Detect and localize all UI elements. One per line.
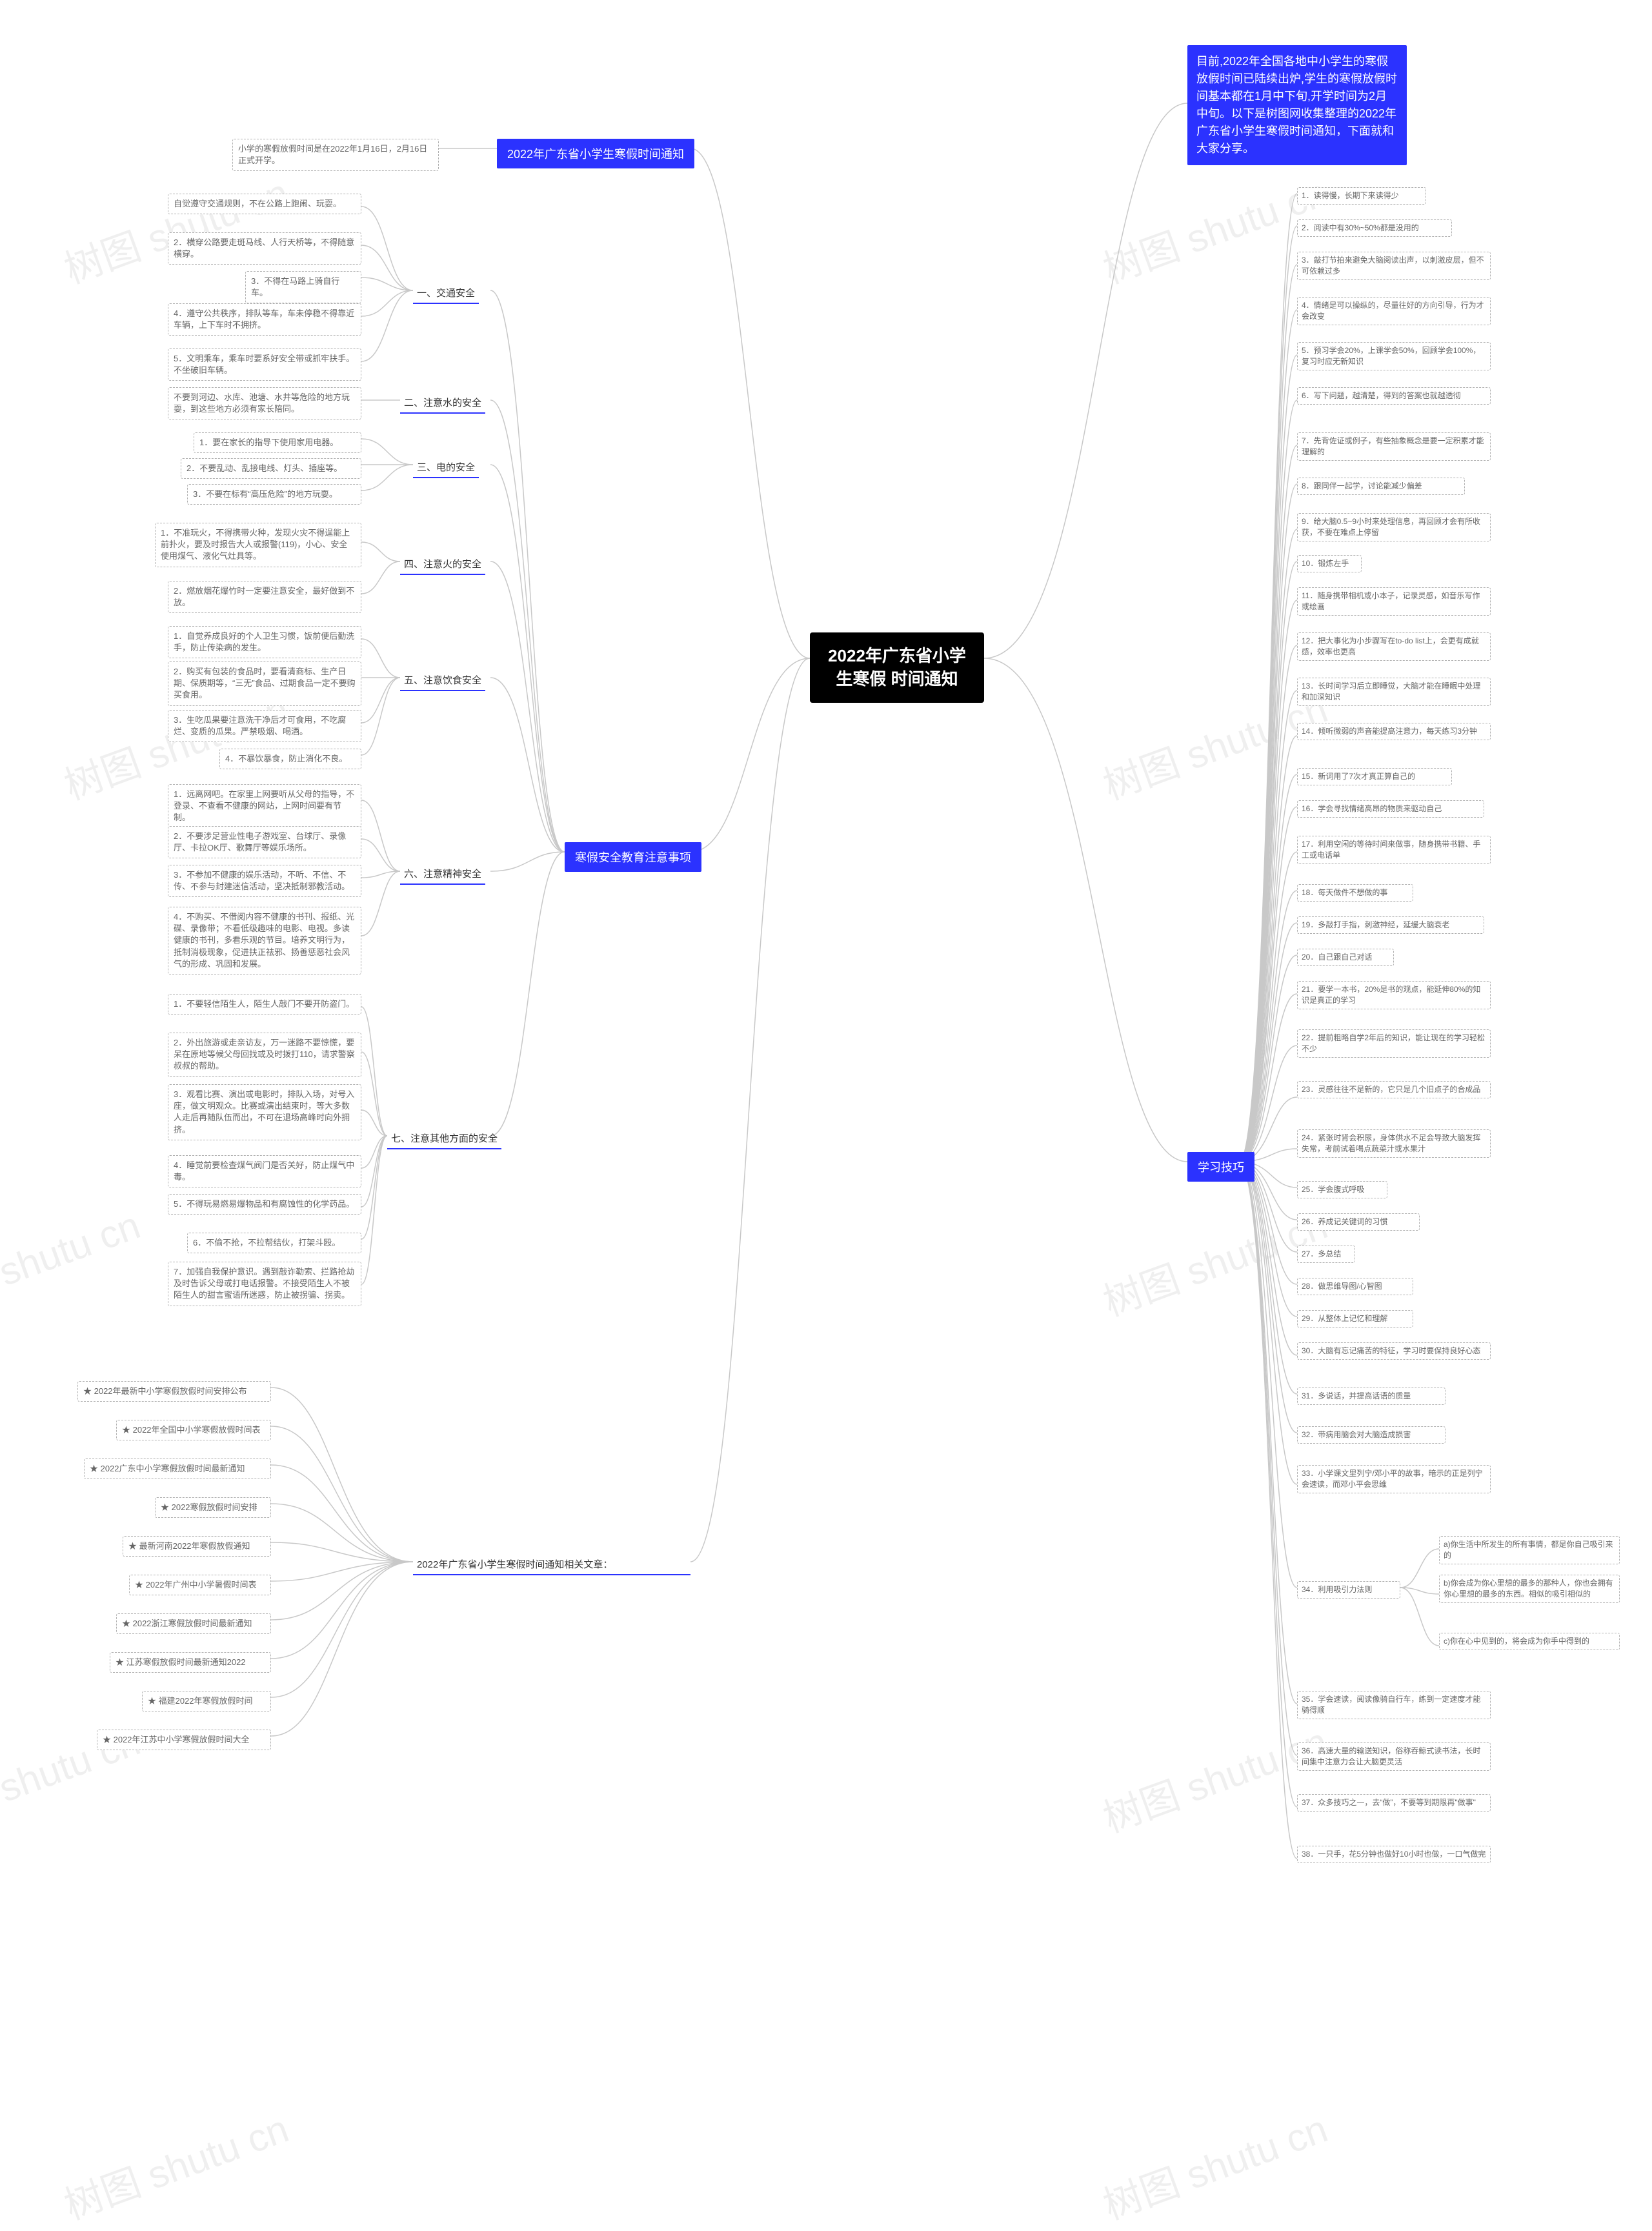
safety-7-leaf-1: 1．不要轻信陌生人，陌生人敲门不要开防盗门。 [168, 994, 361, 1015]
safety-sub-5: 五、注意饮食安全 [400, 671, 485, 691]
safety-7-leaf-2: 2．外出旅游或走亲访友，万一迷路不要惊慌，要呆在原地等候父母回找或及时拨打110… [168, 1033, 361, 1077]
safety-sub-4: 四、注意火的安全 [400, 555, 485, 575]
tip-29: 29．从整体上记忆和理解 [1297, 1310, 1413, 1327]
related-7: ★ 2022浙江寒假放假时间最新通知 [116, 1613, 271, 1634]
related-2: ★ 2022年全国中小学寒假放假时间表 [116, 1420, 271, 1440]
safety-5-leaf-1: 1．自觉养成良好的个人卫生习惯，饭前便后勤洗手，防止传染病的发生。 [168, 626, 361, 658]
tip-27: 27．多总结 [1297, 1246, 1355, 1263]
safety-3-leaf-1: 1．要在家长的指导下使用家用电器。 [194, 432, 361, 453]
safety-5-leaf-3: 3．生吃瓜果要注意洗干净后才可食用，不吃腐烂、变质的瓜果。严禁吸烟、喝酒。 [168, 710, 361, 742]
safety-sub-2: 二、注意水的安全 [400, 394, 485, 414]
safety-7-leaf-6: 6．不偷不抢，不拉帮结伙，打架斗殴。 [187, 1233, 361, 1253]
watermark: 树图 shutu cn [1094, 1710, 1334, 1843]
safety-2-leaf-1: 不要到河边、水库、池塘、水井等危险的地方玩耍，到这些地方必须有家长陪同。 [168, 387, 361, 419]
safety-6-leaf-4: 4．不购买、不借阅内容不健康的书刊、报纸、光碟、录像带；不看低级趣味的电影、电视… [168, 907, 361, 974]
tip-23: 23．灵感往往不是新的，它只是几个旧点子的合成品 [1297, 1081, 1491, 1098]
tip-30: 30．大脑有忘记痛苦的特征，学习时要保持良好心态 [1297, 1342, 1491, 1360]
tip-21: 21．要学一本书，20%是书的观点，能延伸80%的知识是真正的学习 [1297, 981, 1491, 1009]
branch-time: 2022年广东省小学生寒假时间通知 [497, 139, 694, 168]
safety-1-leaf-4: 4．遵守公共秩序，排队等车，车未停稳不得靠近车辆，上下车时不拥挤。 [168, 303, 361, 336]
safety-1-leaf-5: 5．文明乘车，乘车时要系好安全带或抓牢扶手。不坐破旧车辆。 [168, 348, 361, 381]
safety-6-leaf-3: 3．不参加不健康的娱乐活动，不听、不信、不传、不参与封建迷信活动，坚决抵制邪教活… [168, 865, 361, 897]
tip-24: 24．紧张时肾会积尿，身体供水不足会导致大脑发挥失常，考前试着喝点蔬菜汁或水果汁 [1297, 1129, 1491, 1158]
tip-25: 25．学会腹式呼吸 [1297, 1181, 1387, 1198]
tip-9: 9．给大脑0.5~9小时来处理信息，再回顾才会有所收获，不要在难点上停留 [1297, 513, 1491, 541]
tip-22: 22．提前粗略自学2年后的知识，能让现在的学习轻松不少 [1297, 1029, 1491, 1058]
tip-15: 15．新词用了7次才真正算自己的 [1297, 768, 1452, 785]
time-leaf: 小学的寒假放假时间是在2022年1月16日，2月16日正式开学。 [232, 139, 439, 171]
tip-19: 19．多敲打手指，刺激神经，延缓大脑衰老 [1297, 916, 1484, 934]
safety-sub-7: 七、注意其他方面的安全 [387, 1129, 501, 1149]
safety-3-leaf-2: 2．不要乱动、乱接电线、灯头、插座等。 [181, 458, 361, 479]
tip-13: 13．长时间学习后立即睡觉，大脑才能在睡眠中处理和加深知识 [1297, 678, 1491, 706]
related-5: ★ 最新河南2022年寒假放假通知 [123, 1536, 271, 1557]
safety-6-leaf-2: 2．不要涉足营业性电子游戏室、台球厅、录像厅、卡拉OK厅、歌舞厅等娱乐场所。 [168, 826, 361, 858]
tip-36: 36．高速大量的输送知识，俗称吞鲸式读书法，长时间集中注意力会让大脑更灵活 [1297, 1742, 1491, 1771]
tip-6: 6．写下问题，越清楚，得到的答案也就越透彻 [1297, 387, 1491, 405]
tip-4: 4．情绪是可以操纵的，尽量往好的方向引导，行为才会改变 [1297, 297, 1491, 325]
watermark: 树图 shutu cn [0, 1194, 146, 1327]
safety-5-leaf-2: 2．购买有包装的食品时，要看清商标、生产日期、保质期等，“三无”食品、过期食品一… [168, 661, 361, 706]
safety-6-leaf-1: 1．远离网吧。在家里上网要听从父母的指导，不登录、不查看不健康的网站，上网时间要… [168, 784, 361, 829]
tip-10: 10．锻炼左手 [1297, 555, 1362, 572]
tip-8: 8．跟同伴一起学，讨论能减少偏差 [1297, 478, 1465, 495]
safety-5-leaf-4: 4．不暴饮暴食，防止消化不良。 [219, 749, 361, 769]
watermark: 树图 shutu cn [1094, 2097, 1334, 2230]
safety-4-leaf-2: 2．燃放烟花爆竹时一定要注意安全，最好做到不放。 [168, 581, 361, 613]
tip-12: 12．把大事化为小步骤写在to-do list上，会更有成就感，效率也更高 [1297, 632, 1491, 661]
related-6: ★ 2022年广州中小学暑假时间表 [129, 1575, 271, 1595]
branch-related: 2022年广东省小学生寒假时间通知相关文章： [413, 1555, 690, 1575]
intro-node: 目前,2022年全国各地中小学生的寒假放假时间已陆续出炉,学生的寒假放假时间基本… [1187, 45, 1407, 165]
tip-16: 16．学会寻找情绪高昂的物质来驱动自己 [1297, 800, 1484, 818]
tip-2: 2．阅读中有30%~50%都是没用的 [1297, 219, 1452, 237]
tip-26: 26．养成记关键词的习惯 [1297, 1213, 1420, 1231]
related-8: ★ 江苏寒假放假时间最新通知2022 [110, 1652, 271, 1673]
tip-17: 17．利用空闲的等待时间来做事，随身携带书籍、手工或电话单 [1297, 836, 1491, 864]
tip-37: 37．众多技巧之一，去“做”，不要等到期限再"做事" [1297, 1794, 1491, 1812]
related-10: ★ 2022年江苏中小学寒假放假时间大全 [97, 1730, 271, 1750]
tip-35: 35．学会速读，阅读像骑自行车，练到一定速度才能骑得顺 [1297, 1691, 1491, 1719]
safety-sub-6: 六、注意精神安全 [400, 865, 485, 885]
related-1: ★ 2022年最新中小学寒假放假时间安排公布 [77, 1381, 271, 1402]
tip-34c: c)你在心中见到的，将会成为你手中得到的 [1439, 1633, 1620, 1650]
tip-33: 33．小学课文里列宁/邓小平的故事，暗示的正是列宁会速读，而邓小平会思维 [1297, 1465, 1491, 1493]
safety-7-leaf-5: 5．不得玩易燃易爆物品和有腐蚀性的化学药品。 [168, 1194, 361, 1215]
tip-32: 32．带病用脑会对大脑造成损害 [1297, 1426, 1446, 1444]
related-9: ★ 福建2022年寒假放假时间 [142, 1691, 271, 1711]
related-3: ★ 2022广东中小学寒假放假时间最新通知 [84, 1459, 271, 1479]
tip-3: 3．敲打节拍来避免大脑阅读出声，以刺激皮层，但不可依赖过多 [1297, 252, 1491, 280]
safety-1-leaf-3: 3．不得在马路上骑自行车。 [245, 271, 361, 303]
safety-7-leaf-3: 3．观看比赛、演出或电影时，排队入场，对号入座，做文明观众。比赛或演出结束时，等… [168, 1084, 361, 1140]
root-node: 2022年广东省小学生寒假 时间通知 [810, 632, 984, 703]
tip-28: 28．做思维导图/心智图 [1297, 1278, 1413, 1295]
tip-5: 5．预习学会20%，上课学会50%，回顾学会100%，复习时应无新知识 [1297, 342, 1491, 370]
tip-38: 38．一只手，花5分钟也做好10小时也做，一口气做完 [1297, 1846, 1491, 1863]
safety-1-leaf-1: 自觉遵守交通规则，不在公路上跑闹、玩耍。 [168, 194, 361, 214]
tip-11: 11．随身携带相机或小本子，记录灵感，如音乐写作或绘画 [1297, 587, 1491, 616]
safety-4-leaf-1: 1．不准玩火，不得携带火种，发现火灾不得逞能上前扑火，要及时报告大人或报警(11… [155, 523, 361, 567]
related-4: ★ 2022寒假放假时间安排 [155, 1497, 271, 1518]
safety-sub-1: 一、交通安全 [413, 284, 479, 304]
branch-tips: 学习技巧 [1187, 1152, 1254, 1182]
tip-18: 18．每天做件不想做的事 [1297, 884, 1413, 902]
tip-20: 20．自己跟自己对话 [1297, 949, 1394, 966]
safety-7-leaf-7: 7．加强自我保护意识。遇到敲诈勒索、拦路抢劫及时告诉父母或打电话报警。不接受陌生… [168, 1262, 361, 1306]
tip-1: 1．读得慢，长期下来读得少 [1297, 187, 1426, 205]
tip-34a: a)你生活中所发生的所有事情，都是你自己吸引来的 [1439, 1536, 1620, 1564]
tip-14: 14．倾听微弱的声音能提高注意力，每天练习3分钟 [1297, 723, 1491, 740]
branch-safety: 寒假安全教育注意事项 [565, 842, 701, 872]
safety-1-leaf-2: 2．横穿公路要走斑马线、人行天桥等，不得随意横穿。 [168, 232, 361, 265]
safety-7-leaf-4: 4．睡觉前要检查煤气阀门是否关好，防止煤气中毒。 [168, 1155, 361, 1187]
tip-7: 7．先背佐证或例子，有些抽象概念是要一定积累才能理解的 [1297, 432, 1491, 461]
safety-sub-3: 三、电的安全 [413, 458, 479, 478]
tip-31: 31．多说话，并提高话语的质量 [1297, 1388, 1446, 1405]
tip-34b: b)你会成为你心里想的最多的那种人，你也会拥有你心里想的最多的东西。相似的吸引相… [1439, 1575, 1620, 1603]
watermark: 树图 shutu cn [55, 2097, 295, 2230]
safety-3-leaf-3: 3．不要在标有“高压危险”的地方玩耍。 [187, 484, 361, 505]
tip-34: 34．利用吸引力法则 [1297, 1581, 1400, 1599]
